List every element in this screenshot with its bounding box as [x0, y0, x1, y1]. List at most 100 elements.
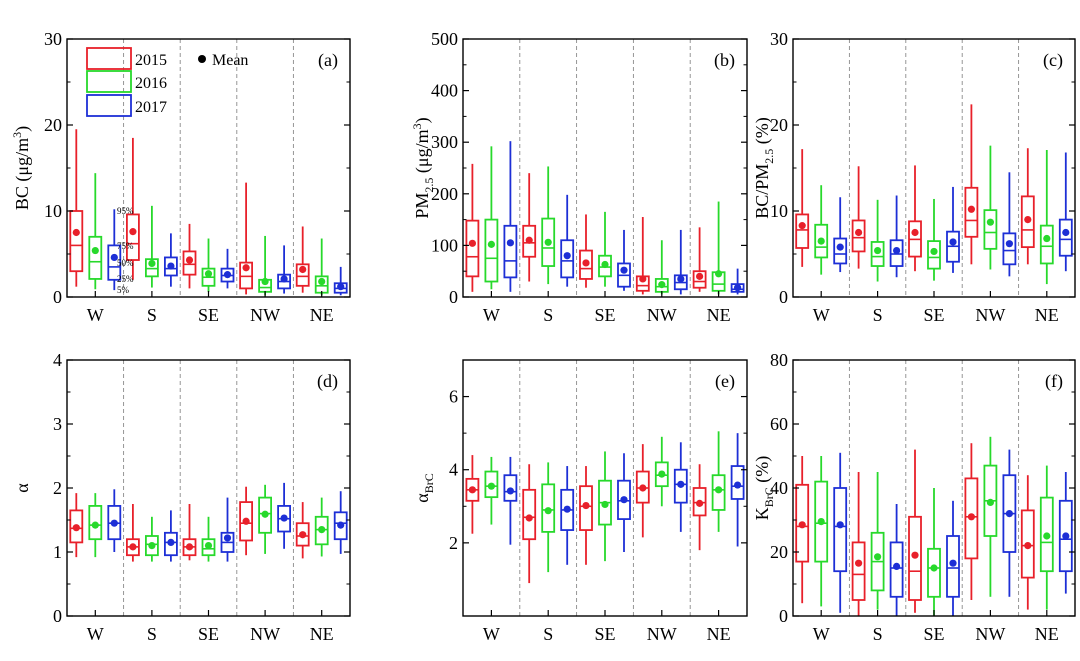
box-2016-W	[88, 493, 103, 558]
y-tick-label: 20	[770, 542, 788, 562]
x-tick-label: NE	[1035, 305, 1059, 325]
box-iqr	[295, 522, 310, 547]
mean-point	[639, 484, 647, 492]
box-iqr	[258, 496, 273, 534]
box-2017-NE	[730, 433, 745, 547]
box-iqr	[88, 235, 103, 280]
box-2015-NE	[1020, 475, 1035, 610]
plot-frame	[66, 359, 351, 617]
mean-point	[185, 256, 194, 264]
x-tick-label: SE	[594, 624, 615, 644]
mean-point	[280, 514, 288, 522]
mean-point	[110, 253, 118, 262]
box-2015-NW	[239, 182, 254, 295]
x-tick-label: NW	[647, 624, 677, 644]
box-2016-SE	[598, 211, 612, 287]
box-2017-NW	[673, 229, 688, 295]
panel-a: 0 10 20 30 W S SE NW NE (a) BC (μg/m3)	[10, 29, 351, 325]
mean-point	[817, 237, 825, 245]
box-2016-NE	[1039, 465, 1054, 610]
box-2015-W	[795, 149, 810, 267]
box-2016-S	[144, 205, 159, 288]
y-tick-label: 4	[449, 460, 458, 480]
x-tick-label: S	[543, 624, 553, 644]
box-2017-SE	[946, 500, 960, 616]
box-2015-W	[465, 455, 480, 534]
box-iqr	[730, 465, 745, 500]
y-tick-label: 3	[53, 414, 62, 434]
box-key-p25: 25%	[117, 274, 134, 284]
box-2016-NW	[983, 145, 998, 270]
mean-point	[601, 500, 609, 509]
mean-point	[1062, 532, 1070, 540]
box-2017-SE	[617, 453, 631, 552]
box-iqr	[163, 256, 178, 277]
y-axis-label: PM2.5 (μg/m3)	[410, 117, 436, 218]
y-tick-label: 400	[431, 81, 458, 101]
mean-point	[601, 260, 609, 269]
mean-point	[525, 514, 533, 522]
y-axis-label: BC (μg/m3)	[10, 126, 33, 210]
x-tick-label: S	[147, 624, 157, 644]
mean-point	[261, 277, 269, 286]
box-iqr	[579, 249, 593, 280]
box-iqr	[851, 219, 866, 253]
mean-point	[318, 526, 326, 534]
box-2015-SE	[182, 223, 197, 289]
box-iqr	[692, 487, 707, 517]
y-axis-label: KBrC (%)	[752, 456, 776, 521]
box-iqr	[814, 480, 829, 563]
y-tick-label: 0	[449, 287, 458, 307]
y-tick-label: 20	[44, 115, 62, 135]
mean-point	[261, 510, 269, 518]
x-tick-label: NW	[975, 624, 1005, 644]
box-iqr	[1058, 218, 1073, 257]
box-iqr	[333, 511, 348, 541]
box-iqr	[814, 223, 829, 259]
box-iqr	[654, 461, 669, 488]
box-2017-NE	[333, 491, 348, 554]
mean-point	[544, 238, 552, 246]
legend-label-2016: 2016	[135, 75, 167, 92]
y-tick-label: 200	[431, 184, 458, 204]
mean-point	[949, 238, 957, 246]
box-iqr	[579, 485, 593, 531]
legend: 2015 2016 2017 Mean	[86, 47, 248, 117]
mean-point	[1005, 509, 1014, 518]
mean-point	[468, 239, 476, 247]
panel-label: (a)	[318, 50, 338, 71]
x-tick-label: SE	[594, 305, 615, 325]
box-iqr	[598, 254, 612, 278]
box-iqr	[144, 535, 159, 557]
box-2015-NW	[635, 444, 650, 538]
box-2015-S	[126, 504, 140, 562]
mean-point	[72, 228, 80, 237]
mean-point	[185, 543, 194, 551]
legend-mean-marker	[198, 55, 206, 63]
mean-point	[930, 564, 938, 572]
box-key-p95: 95%	[117, 206, 134, 216]
mean-point	[487, 240, 495, 248]
box-iqr	[983, 209, 998, 250]
mean-point	[563, 505, 571, 513]
mean-point	[582, 501, 590, 510]
x-tick-label: S	[873, 305, 883, 325]
box-2016-NW	[654, 240, 669, 295]
box-2015-NE	[295, 502, 310, 559]
x-tick-label: NE	[707, 305, 731, 325]
box-iqr	[522, 224, 537, 258]
box-2016-S	[870, 199, 885, 282]
mean-point	[487, 482, 495, 490]
box-iqr	[730, 283, 745, 293]
mean-point	[1062, 228, 1070, 237]
box-2017-S	[163, 510, 178, 562]
y-tick-label: 0	[53, 606, 62, 626]
mean-point	[874, 246, 882, 255]
box-iqr	[1039, 496, 1054, 573]
mean-point	[855, 228, 863, 237]
box-2017-SE	[220, 248, 235, 289]
mean-point	[337, 283, 345, 291]
box-iqr	[88, 505, 103, 541]
